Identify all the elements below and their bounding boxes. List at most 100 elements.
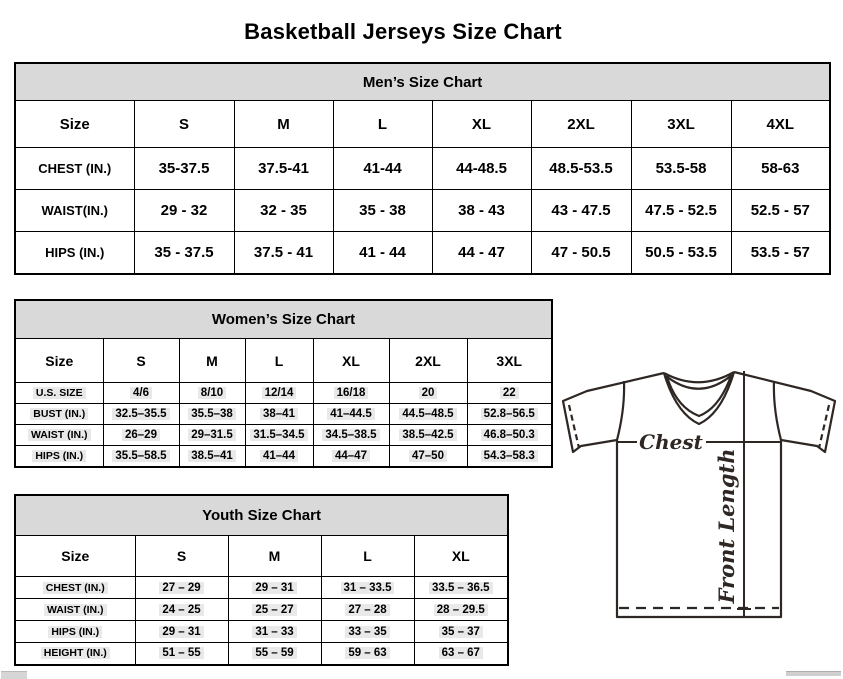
column-header-row: Size S M L XL 2XL 3XL	[14, 338, 553, 383]
table-title-row: Women’s Size Chart	[14, 299, 553, 339]
size-value-cell: 38.5–41	[178, 445, 246, 467]
scrollbar-corner-right[interactable]	[786, 671, 841, 676]
size-value-cell: 41 - 44	[332, 231, 433, 274]
column-header: L	[332, 100, 433, 148]
chest-label: Chest	[639, 430, 703, 454]
jersey-outline	[561, 370, 837, 619]
size-value-cell: 38–41	[244, 403, 314, 425]
size-value: 35.5–58.5	[112, 449, 170, 462]
size-value-cell: 47–50	[388, 445, 468, 467]
column-header: L	[320, 535, 415, 577]
size-value: 32 - 35	[260, 202, 307, 219]
column-header-row: Size S M L XL 2XL 3XL 4XL	[14, 100, 831, 148]
size-value-cell: 32 - 35	[233, 189, 334, 232]
column-header: 4XL	[730, 100, 831, 148]
collar-back-inner	[665, 374, 733, 390]
size-value: 32.5–35.5	[112, 408, 170, 420]
size-value: 16/18	[333, 387, 369, 399]
column-header: L	[244, 338, 314, 383]
size-value-cell: 31 – 33	[227, 620, 322, 643]
column-header: 2XL	[530, 100, 632, 148]
armhole-seam-right	[772, 380, 783, 441]
table-row: HIPS (IN.) 35 - 37.5 37.5 - 41 41 - 44 44 - …	[14, 231, 831, 274]
table-row: WAIST (IN.) 26–29 29–31.5 31.5–34.5 34.5–38.…	[14, 424, 553, 446]
size-value: 41–44.5	[327, 408, 375, 420]
row-label: HIPS (IN.)	[14, 231, 135, 274]
size-value-cell: 22	[466, 382, 553, 404]
size-value: 44-48.5	[456, 160, 507, 177]
row-label: WAIST (IN.)	[14, 424, 104, 446]
row-label: WAIST(IN.)	[14, 189, 135, 232]
size-value-cell: 54.3–58.3	[466, 445, 553, 467]
size-value-cell: 44.5–48.5	[388, 403, 468, 425]
column-header: Size	[14, 535, 136, 577]
size-value: 31 – 33	[252, 625, 297, 638]
table-title: Women’s Size Chart	[14, 299, 553, 339]
size-value: 27 – 28	[345, 603, 390, 616]
row-label: U.S. SIZE	[14, 382, 104, 404]
size-value-cell: 55 – 59	[227, 642, 322, 665]
size-value-cell: 27 – 28	[320, 598, 415, 621]
column-header: M	[233, 100, 334, 148]
size-value-cell: 35 - 38	[332, 189, 433, 232]
row-label-text: BUST (IN.)	[30, 408, 89, 420]
size-value: 43 - 47.5	[551, 202, 611, 219]
size-value-cell: 41–44.5	[312, 403, 390, 425]
size-value: 29 – 31	[159, 625, 204, 638]
column-header: Size	[14, 338, 104, 383]
size-value-cell: 35 - 37.5	[133, 231, 235, 274]
size-value-cell: 25 – 27	[227, 598, 322, 621]
youth-size-chart: Youth Size Chart Size S M L XL CHEST (IN.) 27 –…	[14, 494, 510, 666]
size-value-cell: 34.5–38.5	[312, 424, 390, 446]
size-value: 41 - 44	[359, 243, 406, 261]
size-value-cell: 4/6	[102, 382, 180, 404]
size-value: 12/14	[261, 387, 297, 399]
column-header: 2XL	[388, 338, 468, 383]
size-value-cell: 44–47	[312, 445, 390, 467]
size-value-cell: 47 - 50.5	[530, 231, 632, 274]
size-value: 35 – 37	[438, 625, 483, 638]
size-value: 35 - 38	[359, 202, 406, 219]
jersey-diagram: Chest Front Length	[561, 370, 837, 619]
row-label-text: CHEST (IN.)	[42, 581, 108, 594]
row-label: CHEST (IN.)	[14, 576, 136, 599]
size-value-cell: 41–44	[244, 445, 314, 467]
size-value: 35 - 37.5	[154, 243, 214, 261]
size-value-cell: 51 – 55	[134, 642, 229, 665]
size-value-cell: 59 – 63	[320, 642, 415, 665]
size-value-cell: 29 – 31	[227, 576, 322, 599]
column-header: XL	[413, 535, 509, 577]
table-row: CHEST (IN.) 35-37.5 37.5-41 41-44 44-48.5 48.…	[14, 147, 831, 190]
size-value: 29 - 32	[160, 202, 208, 219]
size-value-cell: 31.5–34.5	[244, 424, 314, 446]
size-value: 28 – 29.5	[433, 603, 488, 616]
size-value-cell: 46.8–50.3	[466, 424, 553, 446]
size-value: 38.5–41	[188, 449, 236, 462]
table-row: HIPS (IN.) 29 – 31 31 – 33 33 – 35 35 – 37	[14, 620, 509, 643]
size-value: 52.5 - 57	[750, 202, 810, 219]
row-label: BUST (IN.)	[14, 403, 104, 425]
table-row: HEIGHT (IN.) 51 – 55 55 – 59 59 – 63 63 – 67	[14, 642, 509, 665]
table-row: BUST (IN.) 32.5–35.5 35.5–38 38–41 41–44.5 44…	[14, 403, 553, 425]
size-value-cell: 29–31.5	[178, 424, 246, 446]
vneck-outer	[662, 371, 736, 426]
table-row: WAIST (IN.) 24 – 25 25 – 27 27 – 28 28 – 29.…	[14, 598, 509, 621]
column-header: M	[178, 338, 246, 383]
size-value: 41–44	[260, 449, 298, 462]
size-value-cell: 27 – 29	[134, 576, 229, 599]
size-value-cell: 53.5-58	[630, 147, 732, 190]
size-value: 44.5–48.5	[399, 408, 457, 420]
size-value: 44–47	[332, 449, 370, 462]
size-value: 38 - 43	[458, 202, 505, 219]
table-title-row: Men’s Size Chart	[14, 62, 831, 101]
size-value-cell: 41-44	[332, 147, 433, 190]
womens-table: Women’s Size Chart Size S M L XL 2XL 3XL U.S. SI…	[14, 299, 554, 468]
scrollbar-corner-left[interactable]	[1, 671, 27, 679]
size-value: 50.5 - 53.5	[645, 243, 717, 261]
table-row: HIPS (IN.) 35.5–58.5 38.5–41 41–44 44–47 47–5…	[14, 445, 553, 467]
page-title: Basketball Jerseys Size Chart	[244, 18, 562, 44]
size-value-cell: 52.8–56.5	[466, 403, 553, 425]
row-label: HEIGHT (IN.)	[14, 642, 136, 665]
size-value-cell: 24 – 25	[134, 598, 229, 621]
size-value: 22	[499, 387, 519, 399]
